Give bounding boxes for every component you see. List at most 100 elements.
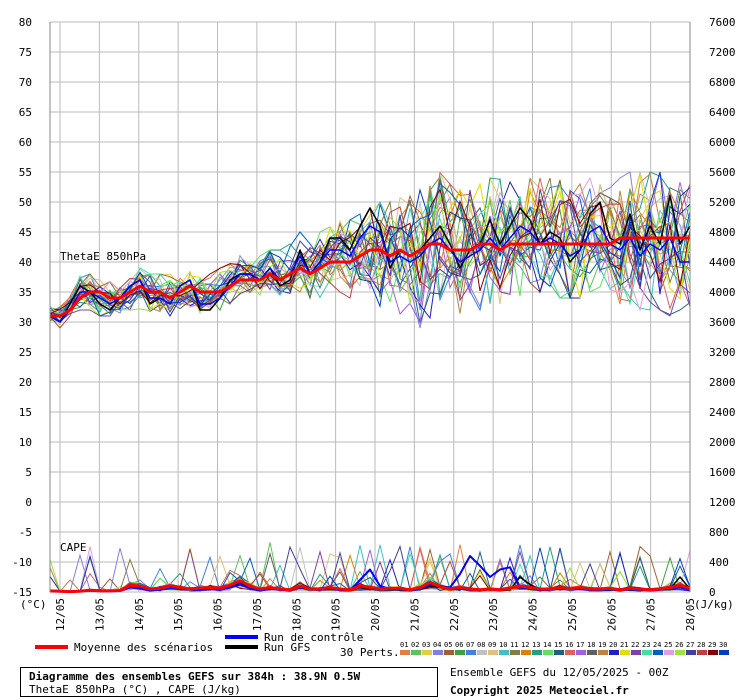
legend-pert-number: 15 — [554, 641, 562, 649]
legend-pert-swatch — [532, 650, 542, 655]
legend-pert-swatch — [664, 650, 674, 655]
y-left-tick: -10 — [12, 556, 32, 569]
mean-cape-line — [49, 579, 691, 594]
legend-pert-number: 23 — [642, 641, 650, 649]
legend-pert-number: 20 — [609, 641, 617, 649]
legend-pert-number: 22 — [631, 641, 639, 649]
legend-pert-swatch — [708, 650, 718, 655]
member-thetae-line — [49, 195, 691, 315]
legend-pert-swatch — [565, 650, 575, 655]
legend-pert-swatch — [477, 650, 487, 655]
y-left-tick: 60 — [19, 136, 32, 149]
x-tick-label: 22/05 — [448, 598, 461, 631]
y-right-tick: 2400 — [709, 406, 736, 419]
y-right-tick: 2000 — [709, 436, 736, 449]
legend-pert-number: 07 — [466, 641, 474, 649]
legend-pert-number: 18 — [587, 641, 595, 649]
legend-gfs-label: Run GFS — [264, 641, 310, 654]
info-box: Diagramme des ensembles GEFS sur 384h : … — [20, 667, 438, 697]
y-left-tick: 10 — [19, 436, 32, 449]
y-right-unit: (J/kg) — [694, 598, 734, 611]
x-tick-label: 25/05 — [566, 598, 579, 631]
y-left-tick: 40 — [19, 256, 32, 269]
legend-pert-swatch — [543, 650, 553, 655]
legend-pert-number: 04 — [433, 641, 441, 649]
x-tick-label: 28/05 — [684, 598, 697, 631]
y-right-tick: 400 — [709, 556, 729, 569]
legend-pert-swatch — [609, 650, 619, 655]
legend-pert-swatch — [521, 650, 531, 655]
x-tick-label: 20/05 — [369, 598, 382, 631]
legend-pert-swatch — [411, 650, 421, 655]
x-tick-label: 14/05 — [133, 598, 146, 631]
y-right-tick: 6800 — [709, 76, 736, 89]
legend-pert-number: 03 — [422, 641, 430, 649]
main-series — [49, 195, 691, 594]
y-right-tick: 4400 — [709, 256, 736, 269]
x-tick-label: 21/05 — [408, 598, 421, 631]
legend-pert-swatch — [598, 650, 608, 655]
y-right-tick: 6400 — [709, 106, 736, 119]
legend: Moyenne des scénarios Run de contrôleRun … — [35, 631, 729, 659]
legend-pert-swatch — [631, 650, 641, 655]
y-right-tick: 3600 — [709, 316, 736, 329]
x-tick-label: 18/05 — [290, 598, 303, 631]
legend-pert-number: 26 — [675, 641, 683, 649]
y-left-tick: 30 — [19, 316, 32, 329]
ensemble-run-label: Ensemble GEFS du 12/05/2025 - 00Z — [450, 666, 669, 679]
x-tick-label: 13/05 — [93, 598, 106, 631]
y-left-tick: 65 — [19, 106, 32, 119]
y-left-tick: -15 — [12, 586, 32, 599]
y-left-tick: 70 — [19, 76, 32, 89]
x-tick-label: 15/05 — [172, 598, 185, 631]
legend-pert-number: 02 — [411, 641, 419, 649]
legend-pert-swatch — [554, 650, 564, 655]
y-left-tick: 50 — [19, 196, 32, 209]
y-right-tick: 4000 — [709, 286, 736, 299]
chart-subtitle: ThetaE 850hPa (°C) , CAPE (J/kg) — [29, 683, 241, 696]
y-left-tick: 35 — [19, 286, 32, 299]
x-tick-label: 23/05 — [487, 598, 500, 631]
y-left-tick: 55 — [19, 166, 32, 179]
x-tick-label: 19/05 — [330, 598, 343, 631]
legend-pert-swatch — [400, 650, 410, 655]
x-tick-label: 26/05 — [605, 598, 618, 631]
legend-pert-swatch — [444, 650, 454, 655]
y-right-tick: 800 — [709, 526, 729, 539]
legend-pert-swatch — [455, 650, 465, 655]
legend-pert-swatch — [620, 650, 630, 655]
x-tick-label: 24/05 — [527, 598, 540, 631]
legend-pert-swatch — [488, 650, 498, 655]
legend-mean-label: Moyenne des scénarios — [74, 641, 213, 654]
legend-pert-number: 05 — [444, 641, 452, 649]
legend-pert-number: 10 — [499, 641, 507, 649]
legend-pert-number: 25 — [664, 641, 672, 649]
grid — [50, 21, 691, 593]
y-right-tick: 7600 — [709, 16, 736, 29]
y-right-tick: 5200 — [709, 196, 736, 209]
legend-pert-swatch — [675, 650, 685, 655]
y-right-tick: 2800 — [709, 376, 736, 389]
legend-pert-swatch — [466, 650, 476, 655]
legend-pert-swatch — [642, 650, 652, 655]
annotation-thetae: ThetaE 850hPa — [60, 250, 146, 263]
y-left-tick: 15 — [19, 406, 32, 419]
legend-pert-number: 21 — [620, 641, 628, 649]
legend-pert-number: 28 — [697, 641, 705, 649]
legend-pert-swatch — [433, 650, 443, 655]
legend-pert-number: 09 — [488, 641, 496, 649]
legend-pert-swatch — [686, 650, 696, 655]
x-tick-label: 27/05 — [645, 598, 658, 631]
y-left-tick: 45 — [19, 226, 32, 239]
legend-pert-number: 01 — [400, 641, 408, 649]
legend-pert-number: 06 — [455, 641, 463, 649]
legend-pert-number: 12 — [521, 641, 529, 649]
legend-pert-swatch — [719, 650, 729, 655]
y-left-tick: 80 — [19, 16, 32, 29]
legend-pert-number: 13 — [532, 641, 540, 649]
legend-pert-number: 08 — [477, 641, 485, 649]
legend-pert-number: 16 — [565, 641, 573, 649]
x-tick-label: 17/05 — [251, 598, 264, 631]
member-thetae-line — [49, 175, 691, 318]
